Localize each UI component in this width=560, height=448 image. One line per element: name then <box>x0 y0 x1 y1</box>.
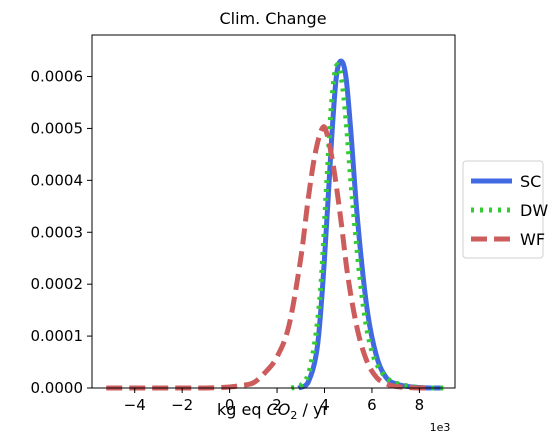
x-axis: −4 −2 0 2 4 6 8 <box>124 388 425 414</box>
y-tick-label: 0.0004 <box>31 171 84 189</box>
x-tick-label: −2 <box>171 396 193 414</box>
plot-frame <box>91 34 456 389</box>
y-axis: 0.0000 0.0001 0.0002 0.0003 0.0004 0.0005 0.00… <box>31 68 92 397</box>
x-axis-title: kg eq CO2 / yr <box>217 400 329 422</box>
legend-label-wf: WF <box>520 230 545 249</box>
x-tick-label: −4 <box>124 396 146 414</box>
y-tick-label: 0.0001 <box>31 327 84 345</box>
x-axis-title-subscript: 2 <box>290 409 297 422</box>
chart-title: Clim. Change <box>219 9 326 28</box>
x-tick-label: 6 <box>367 396 377 414</box>
y-tick-label: 0.0000 <box>31 379 84 397</box>
y-tick-label: 0.0003 <box>31 223 84 241</box>
x-tick-label: 0 <box>225 396 235 414</box>
legend: SC DW WF <box>462 160 548 259</box>
x-axis-title-prefix: kg eq <box>217 400 267 419</box>
y-tick-label: 0.0006 <box>31 68 84 86</box>
legend-label-dw: DW <box>520 201 548 220</box>
x-axis-title-math: CO <box>267 400 291 419</box>
x-axis-title-suffix: / yr <box>297 400 329 419</box>
x-tick-label: 8 <box>415 396 425 414</box>
series-line-dw <box>290 62 444 391</box>
series-layer <box>106 58 444 391</box>
x-tick-label: 2 <box>272 396 282 414</box>
series-line-wf <box>106 124 432 391</box>
legend-label-sc: SC <box>520 172 541 191</box>
y-tick-label: 0.0002 <box>31 275 84 293</box>
x-axis-offset: 1e3 <box>430 421 451 434</box>
y-tick-label: 0.0005 <box>31 119 84 137</box>
x-tick-label: 4 <box>320 396 330 414</box>
legend-box <box>462 160 544 259</box>
